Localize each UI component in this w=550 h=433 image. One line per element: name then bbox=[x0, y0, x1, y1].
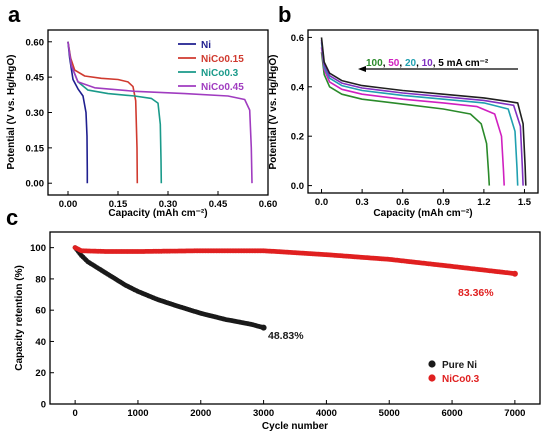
legend-label-nico0-15: NiCo0.15 bbox=[201, 54, 244, 65]
chart-b-y-ticks: 0.0 0.2 0.4 0.6 bbox=[291, 33, 312, 192]
legend-label-nico0-3: NiCo0.3 bbox=[201, 68, 239, 79]
legend-marker-pure-ni bbox=[428, 360, 436, 368]
y-tick-label: 0.0 bbox=[291, 181, 304, 192]
y-tick-label: 0 bbox=[41, 400, 46, 411]
y-tick-label: 80 bbox=[35, 274, 46, 285]
panel-label-c: c bbox=[6, 205, 18, 230]
series-line-20 bbox=[320, 42, 519, 186]
series-line-10 bbox=[320, 39, 524, 186]
chart-c-annotation-nico: 83.36% bbox=[458, 287, 494, 299]
series-line-5 bbox=[320, 37, 527, 186]
chart-c-x-label: Cycle number bbox=[262, 421, 328, 432]
x-tick-label: 3000 bbox=[253, 408, 274, 419]
y-tick-label: 100 bbox=[30, 243, 46, 254]
x-tick-label: 0.60 bbox=[259, 199, 278, 210]
legend-label-pure-ni: Pure Ni bbox=[442, 360, 477, 371]
rate-annotation-part: 20 bbox=[405, 58, 417, 69]
x-tick-label: 5000 bbox=[379, 408, 400, 419]
chart-b-x-label: Capacity (mAh cm⁻²) bbox=[373, 208, 472, 219]
chart-a-legend: Ni NiCo0.15 NiCo0.3 NiCo0.45 bbox=[178, 40, 244, 93]
rate-arrow-head bbox=[358, 66, 366, 72]
x-tick-label: 1000 bbox=[127, 408, 148, 419]
rate-annotation-text: 100, 50, 20, 10, 5 mA cm⁻² bbox=[366, 58, 489, 69]
y-tick-label: 0.45 bbox=[26, 73, 45, 84]
series-line-nico0-3 bbox=[67, 41, 163, 184]
y-tick-label: 40 bbox=[35, 337, 46, 348]
x-tick-label: 0 bbox=[72, 408, 77, 419]
chart-c-y-ticks: 0 20 40 60 80 100 bbox=[30, 243, 54, 411]
chart-b-rate-annotation: 100, 50, 20, 10, 5 mA cm⁻² bbox=[358, 58, 518, 72]
x-tick-label: 0.15 bbox=[109, 199, 128, 210]
chart-b-x-ticks: 0.0 0.3 0.6 0.9 1.2 1.5 bbox=[315, 189, 532, 208]
chart-a-series bbox=[67, 41, 253, 184]
x-tick-label: 0.0 bbox=[315, 197, 328, 208]
y-tick-label: 0.6 bbox=[291, 33, 304, 44]
x-tick-label: 0.45 bbox=[209, 199, 228, 210]
chart-c: 0 1000 2000 3000 4000 5000 6000 7000 0 20 40 60 80 1… bbox=[14, 231, 541, 432]
end-point-pure-ni bbox=[260, 324, 267, 331]
legend-label-nico0-3: NiCo0.3 bbox=[442, 374, 480, 385]
rate-annotation-part: 100 bbox=[366, 58, 383, 69]
chart-b-y-label: Potential (V vs. Hg/HgO) bbox=[268, 54, 279, 169]
rate-annotation-part: , bbox=[399, 58, 405, 69]
x-tick-label: 6000 bbox=[441, 408, 462, 419]
panel-label-b: b bbox=[278, 2, 291, 27]
y-tick-label: 0.15 bbox=[26, 143, 45, 154]
series-line-nico0-45 bbox=[67, 41, 253, 184]
chart-a-x-ticks: 0.00 0.15 0.30 0.45 0.60 bbox=[59, 191, 278, 210]
x-tick-label: 7000 bbox=[504, 408, 525, 419]
chart-c-annotation-pure-ni: 48.83% bbox=[268, 330, 304, 342]
x-tick-label: 0.9 bbox=[437, 197, 450, 208]
rate-annotation-part: , bbox=[416, 58, 422, 69]
rate-annotation-part: 50 bbox=[388, 58, 400, 69]
chart-b: 0.0 0.3 0.6 0.9 1.2 1.5 0.0 0.2 0.4 0.6 100, 50,… bbox=[268, 29, 539, 219]
chart-c-x-ticks: 0 1000 2000 3000 4000 5000 6000 7000 bbox=[72, 400, 525, 419]
x-tick-label: 0.30 bbox=[159, 199, 178, 210]
chart-c-series bbox=[72, 245, 518, 331]
rate-annotation-part: , 5 mA cm⁻² bbox=[433, 58, 489, 69]
x-tick-label: 0.00 bbox=[59, 199, 78, 210]
x-tick-label: 2000 bbox=[190, 408, 211, 419]
x-tick-label: 0.6 bbox=[396, 197, 409, 208]
chart-c-legend: Pure Ni NiCo0.3 bbox=[428, 360, 480, 385]
chart-b-series bbox=[320, 37, 527, 186]
y-tick-label: 60 bbox=[35, 306, 46, 317]
legend-marker-nico0-3 bbox=[428, 374, 436, 382]
chart-a-x-label: Capacity (mAh cm⁻²) bbox=[108, 208, 207, 219]
y-tick-label: 0.30 bbox=[26, 108, 45, 119]
chart-a-y-label: Potential (V vs. Hg/HgO) bbox=[6, 54, 17, 169]
end-point-nico0-3 bbox=[511, 270, 518, 277]
y-tick-label: 0.2 bbox=[291, 132, 304, 143]
series-line-100 bbox=[320, 52, 491, 186]
legend-label-nico0-45: NiCo0.45 bbox=[201, 82, 244, 93]
chart-b-frame bbox=[307, 29, 539, 194]
series-line-50 bbox=[320, 47, 505, 186]
chart-a: 0.00 0.15 0.30 0.45 0.60 0.00 0.15 0.30 0.45 0.6… bbox=[6, 29, 278, 219]
rate-annotation-part: 10 bbox=[422, 58, 434, 69]
y-tick-label: 0.4 bbox=[291, 82, 305, 93]
y-tick-label: 0.00 bbox=[26, 179, 45, 190]
x-tick-label: 1.2 bbox=[477, 197, 490, 208]
y-tick-label: 20 bbox=[35, 368, 46, 379]
x-tick-label: 1.5 bbox=[518, 197, 532, 208]
chart-c-y-label: Capacity retention (%) bbox=[14, 265, 25, 371]
series-line-nico0-15 bbox=[67, 41, 139, 184]
y-tick-label: 0.60 bbox=[26, 37, 45, 48]
x-tick-label: 4000 bbox=[316, 408, 337, 419]
legend-label-ni: Ni bbox=[201, 40, 211, 51]
x-tick-label: 0.3 bbox=[356, 197, 369, 208]
panel-label-a: a bbox=[8, 2, 21, 27]
rate-annotation-part: , bbox=[383, 58, 389, 69]
chart-a-y-ticks: 0.00 0.15 0.30 0.45 0.60 bbox=[26, 37, 52, 190]
chart-c-frame bbox=[49, 231, 541, 405]
